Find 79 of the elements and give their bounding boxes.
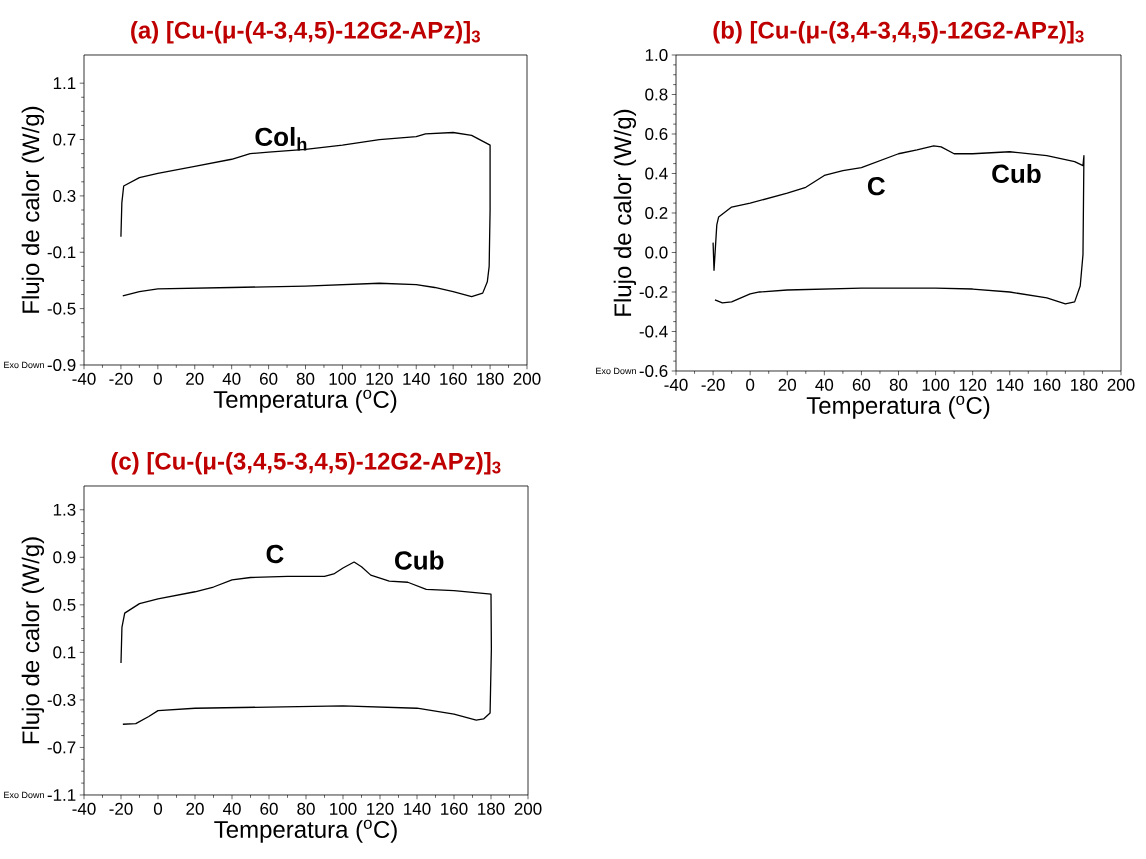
y-tick-label: -0.6 bbox=[639, 364, 668, 378]
y-tick-label: -0.9 bbox=[47, 358, 76, 372]
chart-title: (a) [Cu-(μ-(4-3,4,5)-12G2-APz)]$_{3}$ bbox=[131, 21, 480, 44]
annotation: Cub bbox=[992, 163, 1041, 184]
annotation: C bbox=[867, 176, 885, 196]
y-tick-label: 0.4 bbox=[645, 167, 668, 180]
y-tick-label: -0.2 bbox=[639, 285, 668, 299]
x-tick-label: 140 bbox=[996, 378, 1024, 391]
y-axis-title: Flujo de calor (W/g) bbox=[613, 109, 637, 316]
chart-title: (b) [Cu-(μ-(3,4-3,4,5)-12G2-APz)]$_{3}$ bbox=[713, 21, 1084, 44]
x-tick-label: 80 bbox=[889, 378, 908, 391]
x-tick-label: 160 bbox=[440, 372, 467, 385]
annotation: C bbox=[266, 544, 284, 564]
y-tick-label: 0.2 bbox=[645, 206, 668, 220]
y-axis-title: Flujo de calor (W/g) bbox=[21, 106, 45, 313]
y-axis-title: Flujo de calor (W/g) bbox=[21, 537, 45, 744]
text: Exo Down bbox=[4, 361, 44, 369]
x-tick-label: 0 bbox=[746, 378, 755, 391]
x-tick-label: 200 bbox=[513, 372, 541, 385]
x-tick-label: 100 bbox=[330, 802, 357, 815]
x-axis-title: Temperatura ($^{o}$C) bbox=[806, 395, 990, 419]
y-tick-label: 0.6 bbox=[645, 127, 668, 141]
x-tick-label: 180 bbox=[477, 372, 504, 385]
x-tick-label: 40 bbox=[815, 378, 834, 391]
y-tick-label: -0.5 bbox=[47, 302, 76, 315]
x-tick-label: 160 bbox=[1033, 378, 1061, 391]
x-tick-label: 160 bbox=[441, 802, 468, 815]
y-tick-label: 1.1 bbox=[53, 77, 76, 90]
x-tick-label: 200 bbox=[514, 802, 542, 815]
x-tick-label: 20 bbox=[186, 372, 204, 385]
text: Exo Down bbox=[4, 791, 44, 799]
x-tick-label: 60 bbox=[260, 372, 278, 385]
y-tick-label: -0.1 bbox=[47, 246, 76, 259]
x-tick-label: 0 bbox=[153, 802, 163, 815]
y-tick-label: -1.1 bbox=[47, 789, 76, 801]
y-tick-label: 0.3 bbox=[53, 189, 76, 202]
x-tick-label: 120 bbox=[959, 378, 987, 391]
annotation: Col$_{h}$ bbox=[255, 126, 307, 151]
y-tick-label: 1.0 bbox=[645, 48, 668, 62]
x-tick-label: -40 bbox=[72, 372, 96, 385]
x-tick-label: 100 bbox=[329, 372, 356, 385]
x-tick-label: -20 bbox=[109, 802, 133, 815]
text: Exo Down bbox=[596, 367, 636, 375]
x-tick-label: 60 bbox=[852, 378, 871, 391]
x-axis-title: Temperatura ($^{o}$C) bbox=[214, 819, 397, 843]
annotation: Cub bbox=[395, 550, 444, 570]
x-tick-label: 40 bbox=[222, 372, 241, 385]
line-series bbox=[712, 145, 1085, 305]
x-tick-label: 80 bbox=[296, 372, 315, 385]
x-tick-label: 180 bbox=[478, 802, 505, 815]
x-axis-title: Temperatura ($^{o}$C) bbox=[213, 389, 397, 413]
y-tick-label: 0.7 bbox=[53, 133, 76, 146]
x-tick-label: 120 bbox=[367, 802, 394, 815]
x-tick-label: 100 bbox=[922, 378, 950, 391]
x-tick-label: 20 bbox=[186, 802, 204, 815]
y-tick-label: 0.8 bbox=[645, 88, 668, 101]
x-tick-label: -20 bbox=[109, 372, 133, 385]
y-tick-label: 0.0 bbox=[645, 246, 668, 259]
x-tick-label: 140 bbox=[403, 372, 430, 385]
x-tick-label: 0 bbox=[153, 372, 162, 385]
x-tick-label: -40 bbox=[72, 802, 96, 815]
y-tick-label: -0.4 bbox=[639, 325, 668, 338]
x-tick-label: 200 bbox=[1107, 378, 1135, 391]
y-tick-label: -0.3 bbox=[47, 693, 76, 706]
y-tick-label: 0.5 bbox=[53, 598, 76, 611]
x-tick-label: -40 bbox=[664, 378, 688, 391]
x-tick-label: 120 bbox=[366, 372, 393, 385]
chart-title: (c) [Cu-(μ-(3,4,5-3,4,5)-12G2-APz)]$_{3}$ bbox=[111, 452, 501, 475]
x-tick-label: 180 bbox=[1071, 378, 1098, 391]
x-tick-label: -20 bbox=[701, 378, 725, 391]
y-tick-label: -0.7 bbox=[47, 741, 76, 754]
x-tick-label: 80 bbox=[297, 802, 315, 815]
x-tick-label: 60 bbox=[260, 802, 278, 815]
x-tick-label: 40 bbox=[222, 802, 241, 815]
x-tick-label: 140 bbox=[404, 802, 431, 815]
y-tick-label: 0.1 bbox=[53, 646, 76, 659]
x-tick-label: 20 bbox=[778, 378, 797, 391]
y-tick-label: 1.3 bbox=[53, 503, 76, 516]
y-tick-label: 0.9 bbox=[53, 551, 76, 564]
